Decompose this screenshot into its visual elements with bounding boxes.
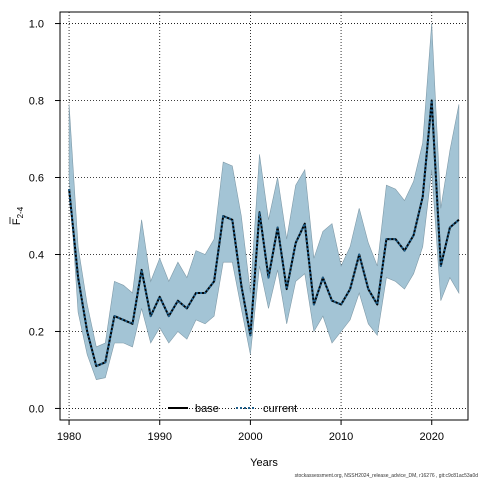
x-tick-label: 2000 [238,431,262,443]
legend-label-current: current [263,403,297,415]
confidence-band [68,23,460,380]
x-axis: 1980 1990 2000 2010 2020 [57,420,444,443]
legend: base current [168,403,297,415]
y-tick-label: 0.8 [29,96,44,108]
svg-text:F2-4: F2-4 [11,206,25,225]
x-axis-title: Years [250,457,278,469]
x-tick-label: 2020 [419,431,443,443]
y-axis-title: F2-4 [9,206,25,225]
y-axis-title-main: F [11,218,23,225]
confidence-band-layer [68,23,460,380]
series-layer [68,99,460,368]
footer-caption: stockassessment.org, NSSH2024_release_ad… [294,473,478,479]
plot-frame [59,11,469,421]
y-tick-label: 0.4 [29,249,44,261]
y-axis-title-subscript: 2-4 [16,206,25,218]
y-tick-label: 1.0 [29,19,44,31]
x-tick-label: 2010 [329,431,353,443]
x-tick-label: 1980 [57,431,81,443]
y-tick-label: 0.2 [29,326,44,338]
y-tick-label: 0.6 [29,173,44,185]
y-tick-label: 0.0 [29,403,44,415]
series-line-current [68,99,460,368]
y-axis: 0.0 0.2 0.4 0.6 0.8 1.0 [29,19,60,415]
legend-label-base: base [195,403,219,415]
x-tick-label: 1990 [147,431,171,443]
grid-lines [60,12,468,420]
